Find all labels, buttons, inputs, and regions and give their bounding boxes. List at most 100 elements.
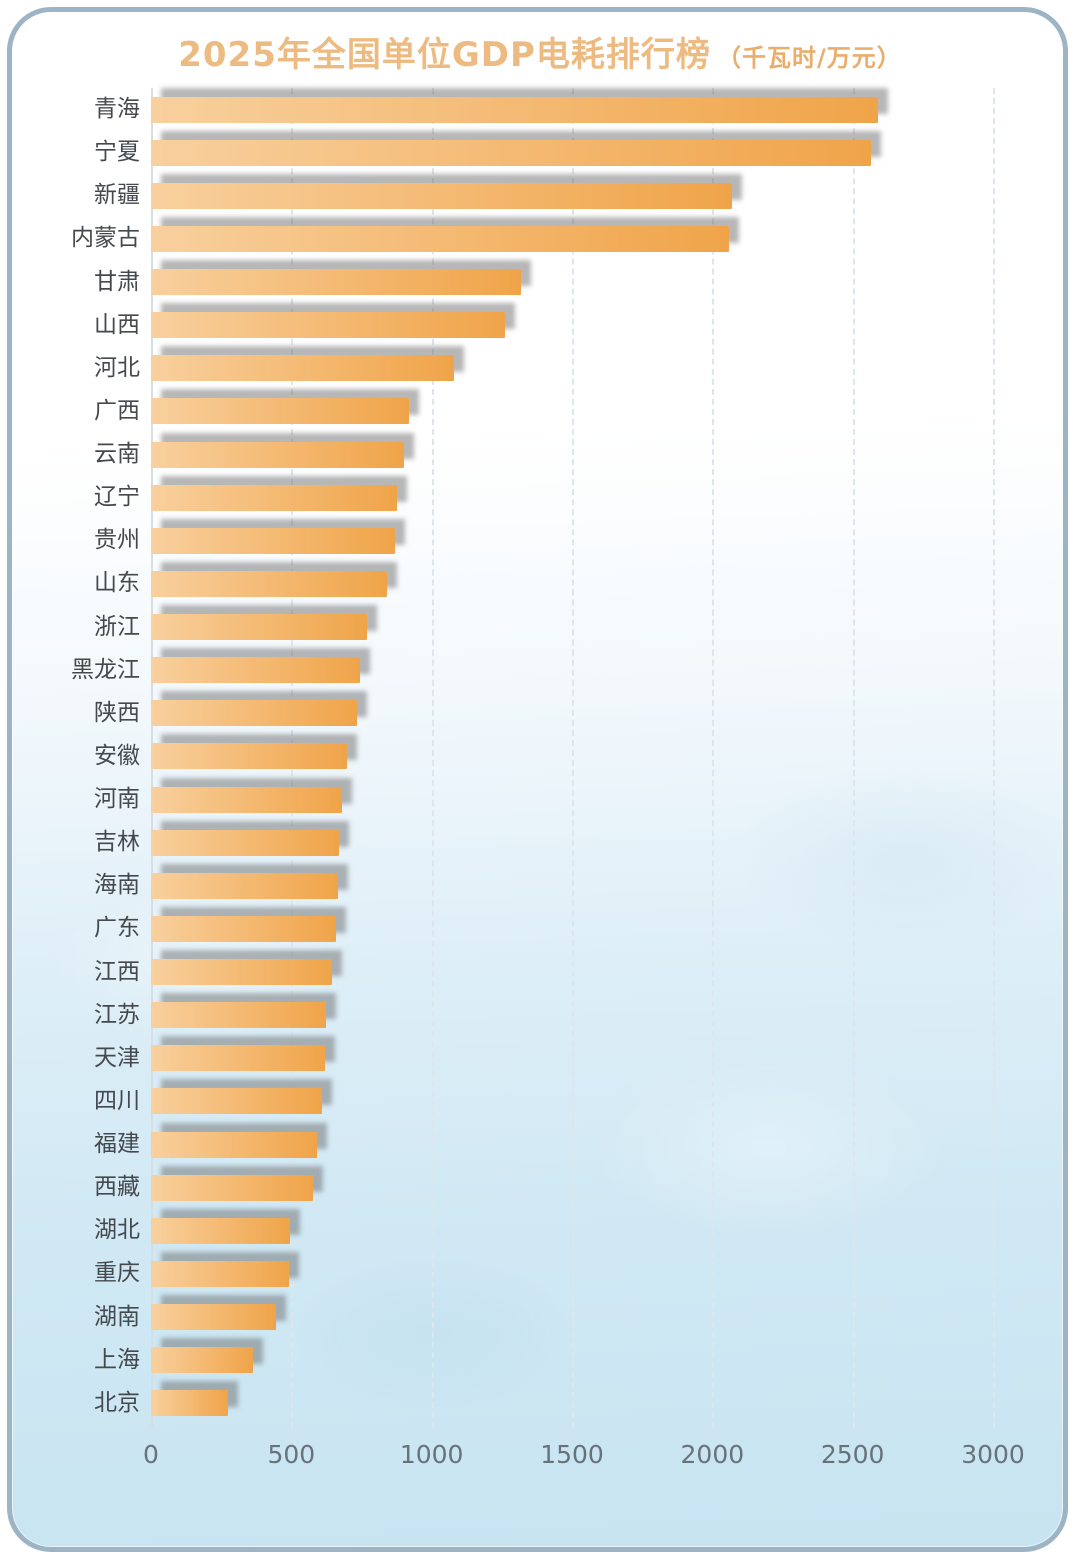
bar-row: 内蒙古 xyxy=(0,217,1010,260)
x-tick-label: 0 xyxy=(143,1440,159,1469)
bar xyxy=(151,225,730,252)
bar-row: 安徽 xyxy=(0,735,1010,778)
bar-row: 宁夏 xyxy=(0,131,1010,174)
bar-row: 青海 xyxy=(0,88,1010,131)
bar-row: 天津 xyxy=(0,1037,1010,1080)
bar-row: 福建 xyxy=(0,1123,1010,1166)
category-label: 江苏 xyxy=(94,1001,140,1028)
bar-row: 重庆 xyxy=(0,1252,1010,1295)
bar xyxy=(151,657,361,684)
category-label: 内蒙古 xyxy=(71,225,140,252)
bar xyxy=(151,872,338,899)
bar xyxy=(151,915,337,942)
gridline-2000 xyxy=(712,88,715,1428)
category-label: 宁夏 xyxy=(94,139,140,166)
bar xyxy=(151,1390,229,1417)
bar xyxy=(151,1347,254,1374)
bar-row: 吉林 xyxy=(0,821,1010,864)
category-label: 新疆 xyxy=(94,182,140,209)
category-label: 陕西 xyxy=(94,699,140,726)
category-label: 山西 xyxy=(94,311,140,338)
bar-row: 山西 xyxy=(0,304,1010,347)
bar-row: 江苏 xyxy=(0,994,1010,1037)
bar-row: 辽宁 xyxy=(0,476,1010,519)
bar xyxy=(151,1304,276,1331)
x-tick-label: 1000 xyxy=(399,1440,464,1469)
bar xyxy=(151,959,333,986)
bar-row: 山东 xyxy=(0,562,1010,605)
bar xyxy=(151,1131,317,1158)
category-label: 浙江 xyxy=(94,613,140,640)
bar-row: 西藏 xyxy=(0,1166,1010,1209)
bar xyxy=(151,139,871,166)
gridline-3000 xyxy=(993,88,995,1428)
bar xyxy=(151,1045,325,1072)
chart-title-text: 2025年全国单位GDP电耗排行榜 xyxy=(178,35,711,75)
bar xyxy=(151,570,387,597)
bar-row: 浙江 xyxy=(0,606,1010,649)
x-axis: 0 500 1000 1500 2000 2500 3000 xyxy=(0,1437,1080,1473)
x-tick-label: 1500 xyxy=(540,1440,604,1469)
bar-row: 贵州 xyxy=(0,519,1010,562)
bar xyxy=(151,1217,290,1244)
bar xyxy=(151,1174,313,1201)
bar xyxy=(151,96,878,123)
category-label: 山东 xyxy=(94,570,140,597)
bar xyxy=(151,614,368,641)
category-label: 辽宁 xyxy=(94,484,140,511)
bar-row: 云南 xyxy=(0,433,1010,476)
category-label: 贵州 xyxy=(94,527,140,554)
bar xyxy=(151,829,340,856)
category-label: 云南 xyxy=(94,441,140,468)
bar xyxy=(151,312,505,339)
category-label: 天津 xyxy=(94,1044,140,1071)
category-label: 甘肃 xyxy=(94,268,140,295)
bar-rows: 青海宁夏新疆内蒙古甘肃山西河北广西云南辽宁贵州山东浙江黑龙江陕西安徽河南吉林海南… xyxy=(0,88,1010,1425)
category-label: 河北 xyxy=(94,354,140,381)
bar-row: 河南 xyxy=(0,778,1010,821)
bar-row: 广西 xyxy=(0,390,1010,433)
bar xyxy=(151,355,455,382)
category-label: 黑龙江 xyxy=(71,656,140,683)
category-label: 福建 xyxy=(94,1131,140,1158)
bar xyxy=(151,1002,327,1029)
bar-row: 新疆 xyxy=(0,174,1010,217)
bar-row: 河北 xyxy=(0,347,1010,390)
bar xyxy=(151,1260,290,1287)
bar xyxy=(151,484,397,511)
bar-row: 甘肃 xyxy=(0,261,1010,304)
category-label: 重庆 xyxy=(94,1260,140,1287)
bar-row: 北京 xyxy=(0,1382,1010,1425)
category-label: 上海 xyxy=(94,1346,140,1373)
bar xyxy=(151,441,404,468)
category-label: 海南 xyxy=(94,872,140,899)
bar-row: 海南 xyxy=(0,864,1010,907)
x-tick-label: 2000 xyxy=(680,1440,745,1469)
bar xyxy=(151,527,396,554)
bar xyxy=(151,743,348,770)
x-tick-label: 2500 xyxy=(820,1440,885,1469)
category-label: 吉林 xyxy=(94,829,140,856)
bar xyxy=(151,700,358,727)
x-tick-label: 500 xyxy=(267,1440,316,1469)
bar xyxy=(151,1088,323,1115)
category-label: 湖北 xyxy=(94,1217,140,1244)
bar-row: 四川 xyxy=(0,1080,1010,1123)
category-label: 广东 xyxy=(94,915,140,942)
bar-row: 湖南 xyxy=(0,1296,1010,1339)
gridline-1500 xyxy=(572,88,574,1428)
category-label: 青海 xyxy=(94,96,140,123)
gridline-1000 xyxy=(431,88,434,1428)
bar-row: 江西 xyxy=(0,951,1010,994)
bar xyxy=(151,269,522,296)
category-label: 北京 xyxy=(94,1389,140,1416)
category-label: 江西 xyxy=(94,958,140,985)
category-label: 河南 xyxy=(94,786,140,813)
gridline-2500 xyxy=(852,88,855,1428)
category-label: 安徽 xyxy=(94,742,140,769)
category-label: 湖南 xyxy=(94,1303,140,1330)
category-label: 广西 xyxy=(94,397,140,424)
bar xyxy=(151,182,732,209)
category-label: 西藏 xyxy=(94,1174,140,1201)
